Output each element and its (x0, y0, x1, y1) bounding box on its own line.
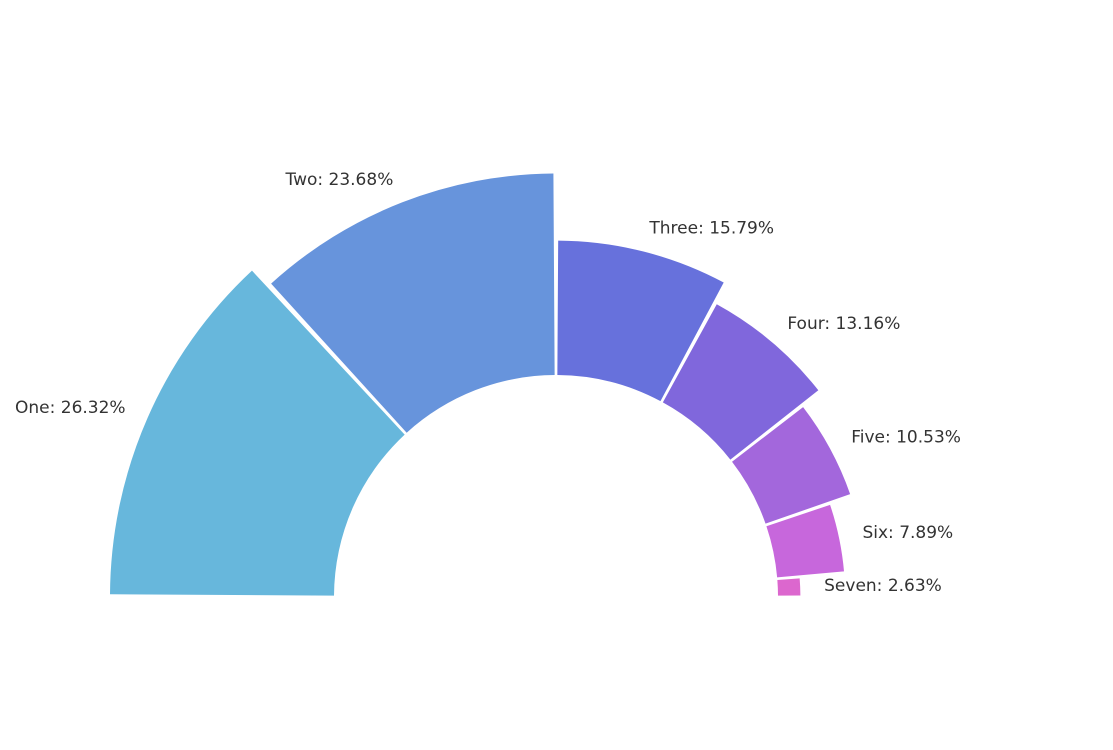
slice-label-three: Three: 15.79% (648, 218, 774, 238)
slice-label-four: Four: 13.16% (787, 314, 900, 334)
slice-one[interactable] (110, 270, 405, 596)
slices-group (110, 173, 851, 596)
slice-six[interactable] (766, 504, 845, 578)
slice-seven[interactable] (777, 578, 801, 596)
slice-three[interactable] (557, 240, 724, 402)
slice-two[interactable] (271, 173, 555, 433)
slice-label-one: One: 26.32% (15, 398, 126, 418)
slice-label-six: Six: 7.89% (862, 523, 953, 543)
slice-label-two: Two: 23.68% (285, 170, 394, 190)
slice-four[interactable] (662, 304, 819, 460)
slice-label-five: Five: 10.53% (851, 427, 961, 447)
slice-label-seven: Seven: 2.63% (824, 576, 942, 596)
slice-five[interactable] (732, 407, 851, 524)
labels-group: One: 26.32% Two: 23.68% Three: 15.79% Four:… (15, 170, 961, 596)
